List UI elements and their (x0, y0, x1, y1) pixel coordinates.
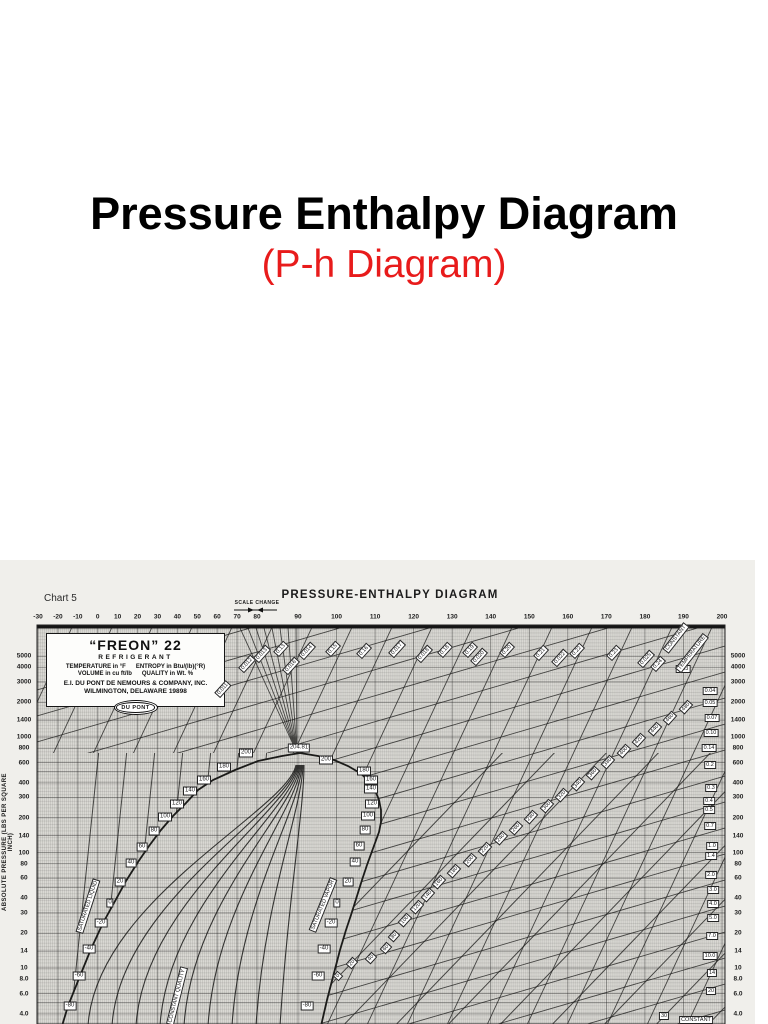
ph-chart-scan: Chart 5 PRESSURE-ENTHALPY DIAGRAM SCALE … (0, 560, 755, 1024)
ph-plot-canvas (36, 607, 726, 1024)
freon-refrigerant-label: REFRIGERANT (98, 654, 173, 661)
freon-product-name: “FREON” 22 (89, 637, 182, 653)
dupont-logo: DU PONT (113, 700, 158, 715)
chart-number-label: Chart 5 (44, 593, 77, 604)
scale-change-label: SCALE CHANGE (234, 600, 280, 606)
freon-company: E.I. DU PONT DE NEMOURS & COMPANY, INC. (63, 679, 208, 687)
freon-volume-units: VOLUME in cu ft/lb (77, 670, 132, 677)
dupont-logo-text: DU PONT (115, 702, 156, 713)
slide-subtitle: (P-h Diagram) (261, 243, 507, 286)
freon-info-box: “FREON” 22 REFRIGERANT TEMPERATURE in °F… (46, 633, 225, 715)
freon-temp-units: TEMPERATURE in °F (65, 663, 126, 670)
chart-title: PRESSURE-ENTHALPY DIAGRAM (281, 589, 499, 601)
slide-title: Pressure Enthalpy Diagram (90, 188, 678, 239)
freon-entropy-units: ENTROPY in Btu/(lb)(°R) (135, 663, 206, 670)
freon-address: WILMINGTON, DELAWARE 19898 (84, 687, 187, 695)
freon-quality-units: QUALITY in Wt. % (141, 670, 194, 677)
